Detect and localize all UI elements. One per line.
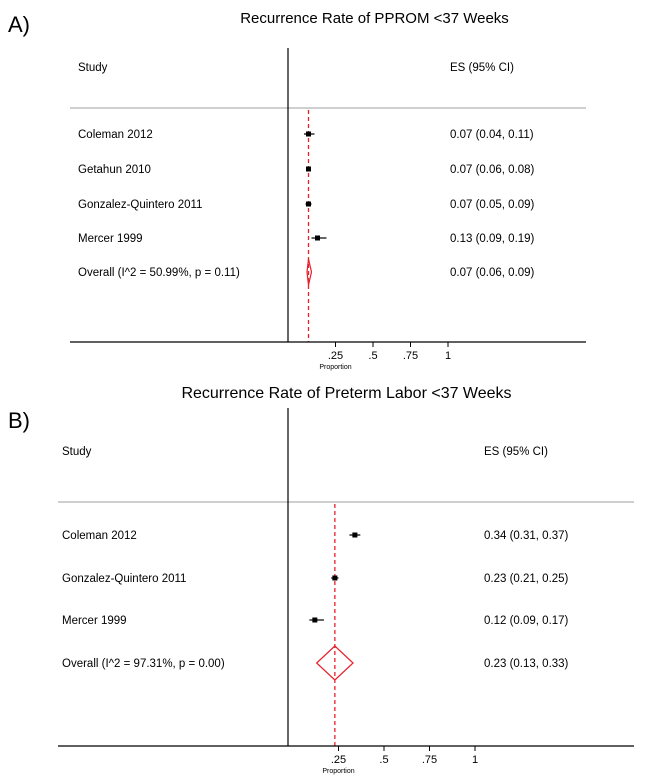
es-label: 0.12 (0.09, 0.17) [484,615,569,627]
panel-label-a: A) [8,12,30,37]
study-name: Coleman 2012 [78,129,153,141]
x-tick-label: .25 [328,350,343,362]
forest-plot-b: B) Recurrence Rate of Preterm Labor <37 … [0,380,659,778]
overall-es-label: 0.23 (0.13, 0.33) [484,658,569,670]
study-name: Getahun 2010 [78,164,151,176]
x-axis-label: Proportion [319,364,351,371]
overall-diamond [306,258,313,286]
x-tick-label: .75 [422,754,437,766]
study-name: Mercer 1999 [78,233,143,245]
chart-title-a: Recurrence Rate of PPROM <37 Weeks [240,10,509,27]
point-estimate-marker [352,532,358,538]
point-estimate-marker [312,617,318,623]
point-estimate-marker [306,131,311,137]
x-tick-label: .75 [403,350,418,362]
forest-plot-svg-b: Study ES (95% CI) Coleman 2012 0.34 (0.31, … [58,408,634,775]
study-name: Gonzalez-Quintero 2011 [62,573,186,585]
es-header: ES (95% CI) [484,446,548,458]
study-header: Study [62,446,92,458]
study-header: Study [78,62,108,74]
x-tick-label: .25 [331,754,346,766]
forest-plot-a: A) Recurrence Rate of PPROM <37 Weeks St… [0,0,659,380]
x-axis-label: Proportion [322,768,354,775]
x-tick-label: .5 [368,350,377,362]
x-tick-label: 1 [472,754,478,766]
overall-es-label: 0.07 (0.06, 0.09) [450,267,535,279]
overall-diamond [315,645,354,681]
chart-title-b: Recurrence Rate of Preterm Labor <37 Wee… [181,385,512,402]
es-header: ES (95% CI) [450,62,514,74]
es-label: 0.07 (0.04, 0.11) [450,129,534,141]
panel-label-b: B) [8,408,30,433]
point-estimate-marker [315,235,320,241]
es-label: 0.23 (0.21, 0.25) [484,573,569,585]
x-tick-label: 1 [445,350,451,362]
x-tick-label: .5 [379,754,388,766]
study-name: Coleman 2012 [62,530,137,542]
forest-plot-svg-a: Study ES (95% CI) Coleman 2012 0.07 (0.04, … [70,48,586,371]
study-name: Mercer 1999 [62,615,127,627]
overall-name: Overall (I^2 = 50.99%, p = 0.11) [78,267,240,279]
point-estimate-marker [306,201,311,207]
es-label: 0.07 (0.05, 0.09) [450,199,535,211]
point-estimate-marker [332,575,338,581]
es-label: 0.07 (0.06, 0.08) [450,164,535,176]
study-name: Gonzalez-Quintero 2011 [78,199,202,211]
es-label: 0.34 (0.31, 0.37) [484,530,569,542]
es-label: 0.13 (0.09, 0.19) [450,233,535,245]
point-estimate-marker [306,166,311,172]
overall-name: Overall (I^2 = 97.31%, p = 0.00) [62,658,225,670]
